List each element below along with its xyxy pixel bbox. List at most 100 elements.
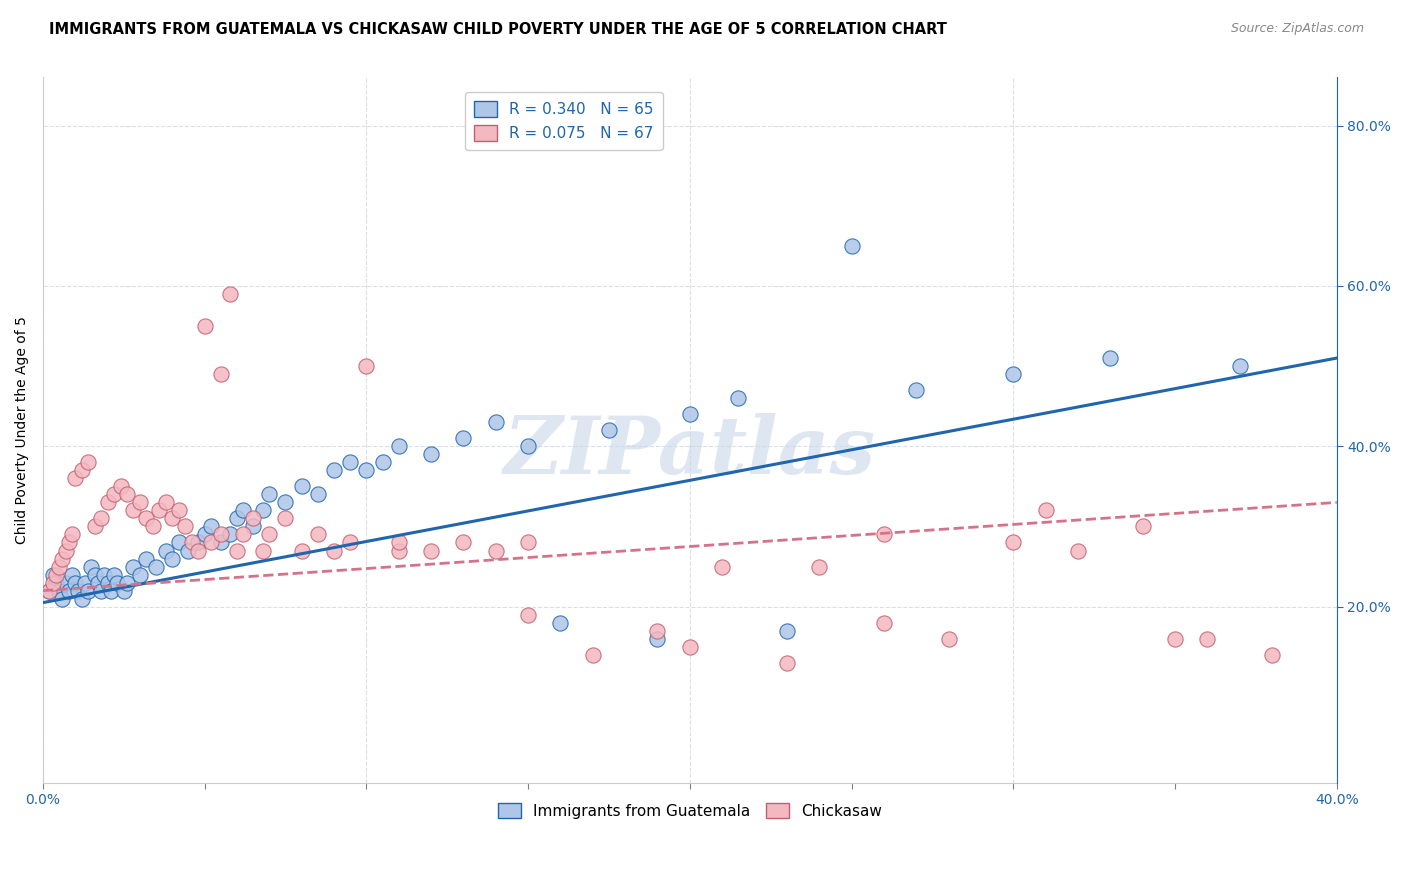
Point <box>65 471 87 485</box>
Point <box>51 591 73 606</box>
Point <box>808 559 831 574</box>
Point <box>97 575 120 590</box>
Text: ZIPatlas: ZIPatlas <box>503 413 876 491</box>
Point <box>155 543 177 558</box>
Point <box>97 495 120 509</box>
Point <box>45 575 67 590</box>
Point <box>90 511 112 525</box>
Point <box>177 543 200 558</box>
Point <box>252 503 274 517</box>
Point <box>307 487 329 501</box>
Point <box>485 415 508 429</box>
Point <box>307 527 329 541</box>
Point <box>420 447 443 461</box>
Point <box>38 583 60 598</box>
Point <box>679 640 702 654</box>
Point <box>45 567 67 582</box>
Point <box>1002 367 1025 381</box>
Text: Source: ZipAtlas.com: Source: ZipAtlas.com <box>1230 22 1364 36</box>
Point <box>711 559 734 574</box>
Point <box>274 511 297 525</box>
Point <box>209 527 232 541</box>
Point <box>905 383 928 397</box>
Point <box>938 632 960 646</box>
Point <box>122 503 145 517</box>
Point <box>145 559 167 574</box>
Text: IMMIGRANTS FROM GUATEMALA VS CHICKASAW CHILD POVERTY UNDER THE AGE OF 5 CORRELAT: IMMIGRANTS FROM GUATEMALA VS CHICKASAW C… <box>49 22 948 37</box>
Point <box>517 535 540 549</box>
Point <box>100 583 122 598</box>
Point <box>420 543 443 558</box>
Point <box>517 607 540 622</box>
Point <box>873 527 896 541</box>
Point <box>582 648 605 662</box>
Point <box>232 503 254 517</box>
Point <box>103 567 125 582</box>
Point <box>162 551 184 566</box>
Point <box>70 463 93 477</box>
Point <box>776 624 799 638</box>
Point <box>356 359 378 373</box>
Point <box>83 519 105 533</box>
Point <box>679 407 702 421</box>
Point <box>77 455 100 469</box>
Point <box>65 575 87 590</box>
Point <box>129 567 152 582</box>
Point <box>87 575 110 590</box>
Point <box>841 239 863 253</box>
Point <box>41 575 63 590</box>
Point <box>485 543 508 558</box>
Point <box>453 535 475 549</box>
Point <box>647 624 669 638</box>
Point <box>148 503 170 517</box>
Point <box>105 575 128 590</box>
Point <box>110 479 132 493</box>
Point <box>1099 351 1122 365</box>
Point <box>55 575 77 590</box>
Point <box>274 495 297 509</box>
Point <box>371 455 394 469</box>
Point <box>174 519 197 533</box>
Point <box>1164 632 1187 646</box>
Point <box>252 543 274 558</box>
Point <box>41 567 63 582</box>
Point <box>93 567 115 582</box>
Point <box>291 479 314 493</box>
Point <box>194 318 217 333</box>
Point <box>1197 632 1219 646</box>
Point <box>200 535 222 549</box>
Point <box>1035 503 1057 517</box>
Point <box>187 535 209 549</box>
Point <box>155 495 177 509</box>
Point <box>388 535 411 549</box>
Point <box>242 511 264 525</box>
Point <box>60 567 83 582</box>
Point <box>776 656 799 670</box>
Point <box>453 431 475 445</box>
Point <box>135 511 157 525</box>
Point <box>226 543 249 558</box>
Point <box>219 527 242 541</box>
Point <box>70 591 93 606</box>
Point <box>38 583 60 598</box>
Point <box>67 583 90 598</box>
Point <box>550 615 572 630</box>
Point <box>209 535 232 549</box>
Point <box>339 455 361 469</box>
Y-axis label: Child Poverty Under the Age of 5: Child Poverty Under the Age of 5 <box>15 317 30 544</box>
Point <box>90 583 112 598</box>
Point <box>1261 648 1284 662</box>
Point <box>1067 543 1090 558</box>
Point <box>200 519 222 533</box>
Point <box>122 559 145 574</box>
Point <box>55 543 77 558</box>
Point <box>259 487 281 501</box>
Point <box>51 551 73 566</box>
Point <box>142 519 165 533</box>
Point <box>388 543 411 558</box>
Point <box>112 583 135 598</box>
Point <box>60 527 83 541</box>
Point <box>180 535 202 549</box>
Point <box>167 535 190 549</box>
Point <box>259 527 281 541</box>
